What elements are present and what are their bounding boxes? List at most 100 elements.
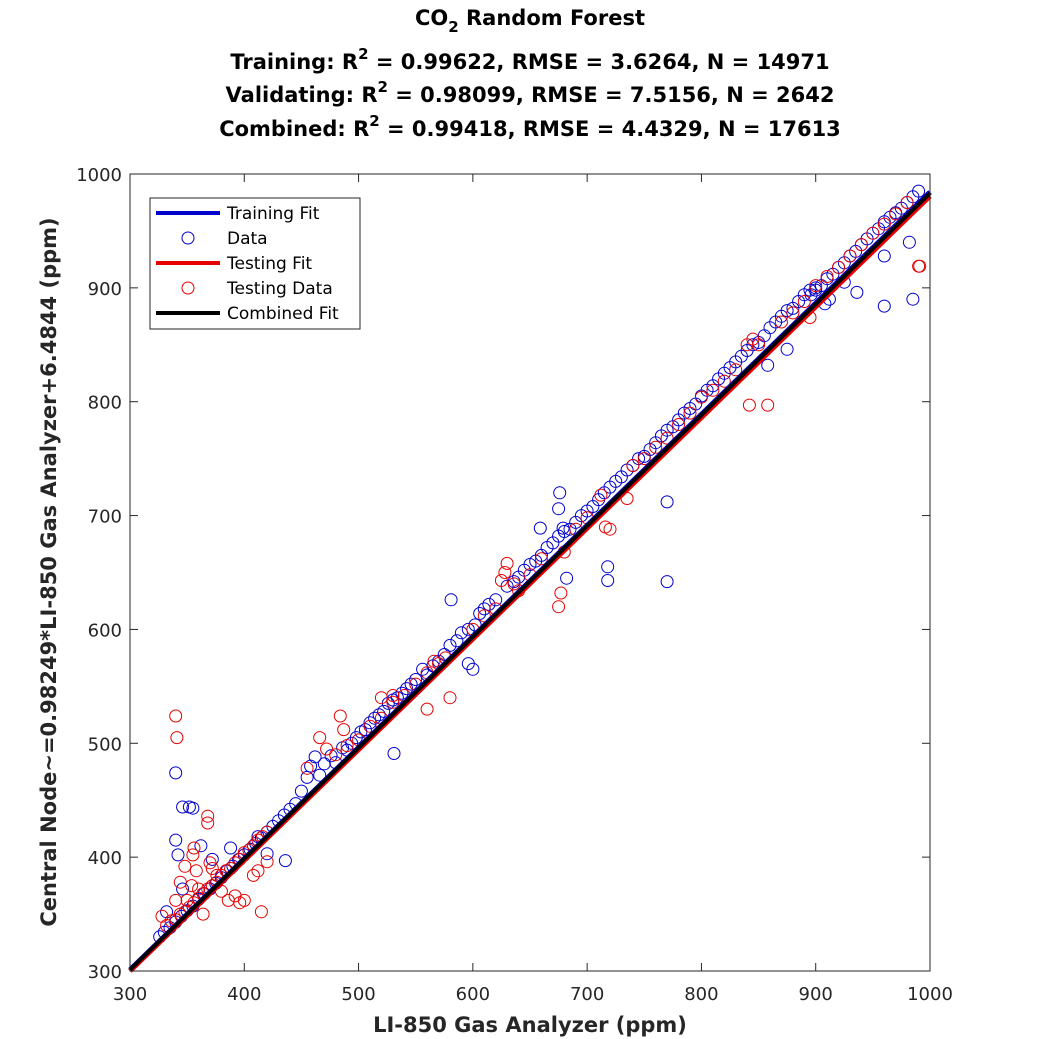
testing-data-point <box>717 374 731 388</box>
x-tick-label: 500 <box>341 984 375 1005</box>
testing-data-point <box>626 459 640 472</box>
x-tick-label: 600 <box>456 984 490 1005</box>
training-data-point <box>409 673 423 686</box>
title-line-2-post: = 0.99622, RMSE = 3.6264, N = 14971 <box>369 50 830 74</box>
testing-data-point <box>660 431 674 445</box>
training-data-point <box>308 750 322 764</box>
y-tick-label: 500 <box>88 734 122 755</box>
testing-data-point <box>205 862 219 875</box>
testing-data-point <box>169 709 183 723</box>
training-data-point <box>176 800 190 814</box>
testing-data-point <box>443 691 457 705</box>
testing-data-point <box>189 864 203 878</box>
legend-combined-fit-label: Combined Fit <box>227 304 339 324</box>
training-data-point <box>260 847 274 861</box>
testing-data-point <box>313 731 327 745</box>
testing-data-point <box>594 488 608 502</box>
y-tick-label: 600 <box>88 620 122 641</box>
testing-data-point <box>201 809 215 823</box>
testing-data-point <box>774 315 788 329</box>
training-data-point <box>205 852 219 866</box>
training-data-point <box>443 638 457 652</box>
y-tick-label: 400 <box>88 848 122 869</box>
y-tick-label: 800 <box>88 393 122 414</box>
testing-data-point <box>170 731 184 745</box>
plot-frame <box>129 173 931 972</box>
testing-data-point <box>363 719 377 733</box>
testing-data-point <box>173 875 187 889</box>
testing-data-point <box>706 383 720 397</box>
y-tick-label: 1000 <box>76 165 122 186</box>
training-data-point <box>850 285 864 299</box>
title-line-3: Validating: R2 = 0.98099, RMSE = 7.5156,… <box>226 78 835 107</box>
x-axis-label: LI-850 Gas Analyzer (ppm) <box>373 1013 687 1037</box>
testing-data-point <box>672 418 686 431</box>
y-tick-label: 900 <box>88 279 122 300</box>
training-data-point <box>482 597 496 611</box>
testing-data-point <box>477 609 491 623</box>
testing-data-point <box>329 748 343 762</box>
training-data-point <box>224 841 238 855</box>
testing-data-point <box>913 259 927 273</box>
testing-data-point <box>260 855 274 869</box>
testing-data-point <box>201 816 215 830</box>
fits-layer <box>128 190 932 973</box>
training-data-point <box>278 854 292 868</box>
testing-data-point <box>374 691 388 705</box>
x-tick-label: 900 <box>799 984 833 1005</box>
x-tick-label: 700 <box>570 984 604 1005</box>
testing-data-point <box>186 848 200 862</box>
training-data-point <box>660 575 674 589</box>
title-line-4: Combined: R2 = 0.99418, RMSE = 4.4329, N… <box>219 112 841 141</box>
testing-data-point <box>196 907 210 921</box>
testing-data-point <box>386 695 400 709</box>
ticks-layer: 300 400 500 600 700 800 900 1000 300 400 500 600 700… <box>76 165 953 1005</box>
training-data-point <box>395 686 409 700</box>
testing-data-point <box>178 859 192 873</box>
testing-data-point <box>534 552 548 566</box>
testing-data-point <box>210 868 224 882</box>
title-line-1-post: Random Forest <box>459 6 645 30</box>
testing-data-point <box>889 207 903 221</box>
training-data-point <box>372 708 386 722</box>
testing-data-point <box>786 306 800 320</box>
training-data-point <box>387 747 401 760</box>
legend: Training Fit Data Testing Fit Testing Da… <box>149 197 361 330</box>
testing-data-point <box>854 238 868 252</box>
training-data-point <box>160 905 174 919</box>
combined-fit-line <box>128 191 932 972</box>
training-data-point <box>404 677 418 691</box>
training-data-point <box>194 839 208 853</box>
training-data-point <box>556 521 570 535</box>
testing-data-point <box>820 270 834 283</box>
training-data-point <box>912 184 926 198</box>
testing-data-point <box>333 709 347 723</box>
title-line-4-sup: 2 <box>369 112 379 130</box>
testing-data-point <box>877 217 891 231</box>
training-data-point <box>176 882 190 896</box>
testing-data-point <box>554 586 568 600</box>
testing-data-point <box>254 905 268 919</box>
training-data-point <box>368 711 382 725</box>
title-line-3-pre: Validating: R <box>226 83 378 107</box>
testing-data-point <box>192 882 206 896</box>
y-tick-label: 300 <box>88 962 122 983</box>
legend-training-fit-label: Training Fit <box>226 204 320 224</box>
training-data-point <box>450 634 464 648</box>
testing-data-point <box>494 574 508 587</box>
training-data-point <box>906 292 920 306</box>
x-tick-label: 1000 <box>907 984 953 1005</box>
training-data-point <box>324 749 338 763</box>
testing-data-point <box>169 893 183 907</box>
testing-data-point <box>637 452 651 466</box>
testing-data-point <box>507 577 521 591</box>
testing-data-point <box>337 723 351 737</box>
training-data-point <box>400 682 414 696</box>
testing-data-point <box>187 841 201 855</box>
training-data-point <box>746 338 760 352</box>
title-line-1: CO2 Random Forest <box>415 6 645 36</box>
training-data-point <box>552 502 566 516</box>
testing-data-point <box>649 440 663 454</box>
y-axis-label: Central Node~=0.98249*LI-850 Gas Analyze… <box>37 217 61 926</box>
